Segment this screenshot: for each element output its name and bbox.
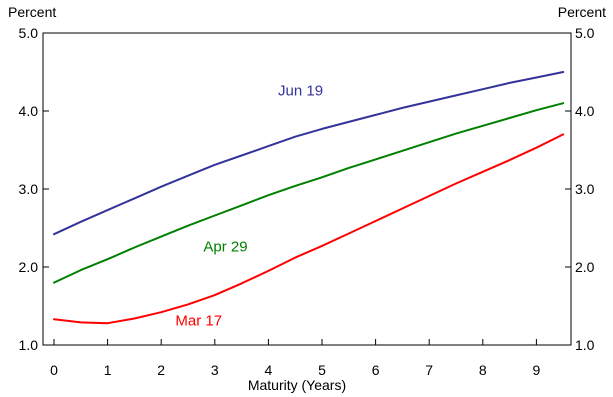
y-tick-label-left: 2.0 — [19, 259, 39, 275]
x-tick-label: 6 — [372, 362, 380, 378]
x-tick-label: 0 — [50, 362, 58, 378]
series-label-apr-29: Apr 29 — [203, 238, 247, 255]
series-label-jun-19: Jun 19 — [278, 82, 323, 99]
series-line-apr-29 — [53, 102, 565, 284]
x-tick-label: 1 — [104, 362, 112, 378]
y-tick-label-right: 3.0 — [575, 181, 595, 197]
y-tick-label-right: 2.0 — [575, 259, 595, 275]
right-axis-title: Percent — [558, 4, 606, 20]
y-tick-label-left: 1.0 — [19, 337, 39, 353]
x-tick-label: 5 — [318, 362, 326, 378]
x-tick-label: 9 — [533, 362, 541, 378]
y-tick-label-left: 5.0 — [19, 25, 39, 41]
x-tick-label: 2 — [157, 362, 165, 378]
axis-ticks: 1.0 1.0 2.0 2.0 3.0 3.0 4.0 4.0 5.0 5.0 0 1 2 3 4 5 6 7 8 9 — [19, 25, 595, 378]
y-tick-label-right: 4.0 — [575, 103, 595, 119]
x-axis-title: Maturity (Years) — [248, 377, 346, 393]
y-tick-label-left: 3.0 — [19, 181, 39, 197]
left-axis-title: Percent — [8, 4, 56, 20]
x-tick-label: 3 — [211, 362, 219, 378]
series-labels: Jun 19 Apr 29 Mar 17 — [175, 82, 323, 329]
series-lines — [53, 71, 565, 325]
series-label-mar-17: Mar 17 — [175, 313, 222, 330]
x-tick-label: 4 — [265, 362, 273, 378]
plot-axes — [42, 32, 572, 346]
plot-frame — [42, 32, 572, 346]
y-tick-label-left: 4.0 — [19, 103, 39, 119]
series-line-jun-19 — [53, 71, 565, 236]
y-tick-label-right: 1.0 — [575, 337, 595, 353]
x-tick-label: 8 — [479, 362, 487, 378]
y-tick-label-right: 5.0 — [575, 25, 595, 41]
series-line-mar-17 — [53, 133, 565, 325]
x-tick-label: 7 — [425, 362, 433, 378]
